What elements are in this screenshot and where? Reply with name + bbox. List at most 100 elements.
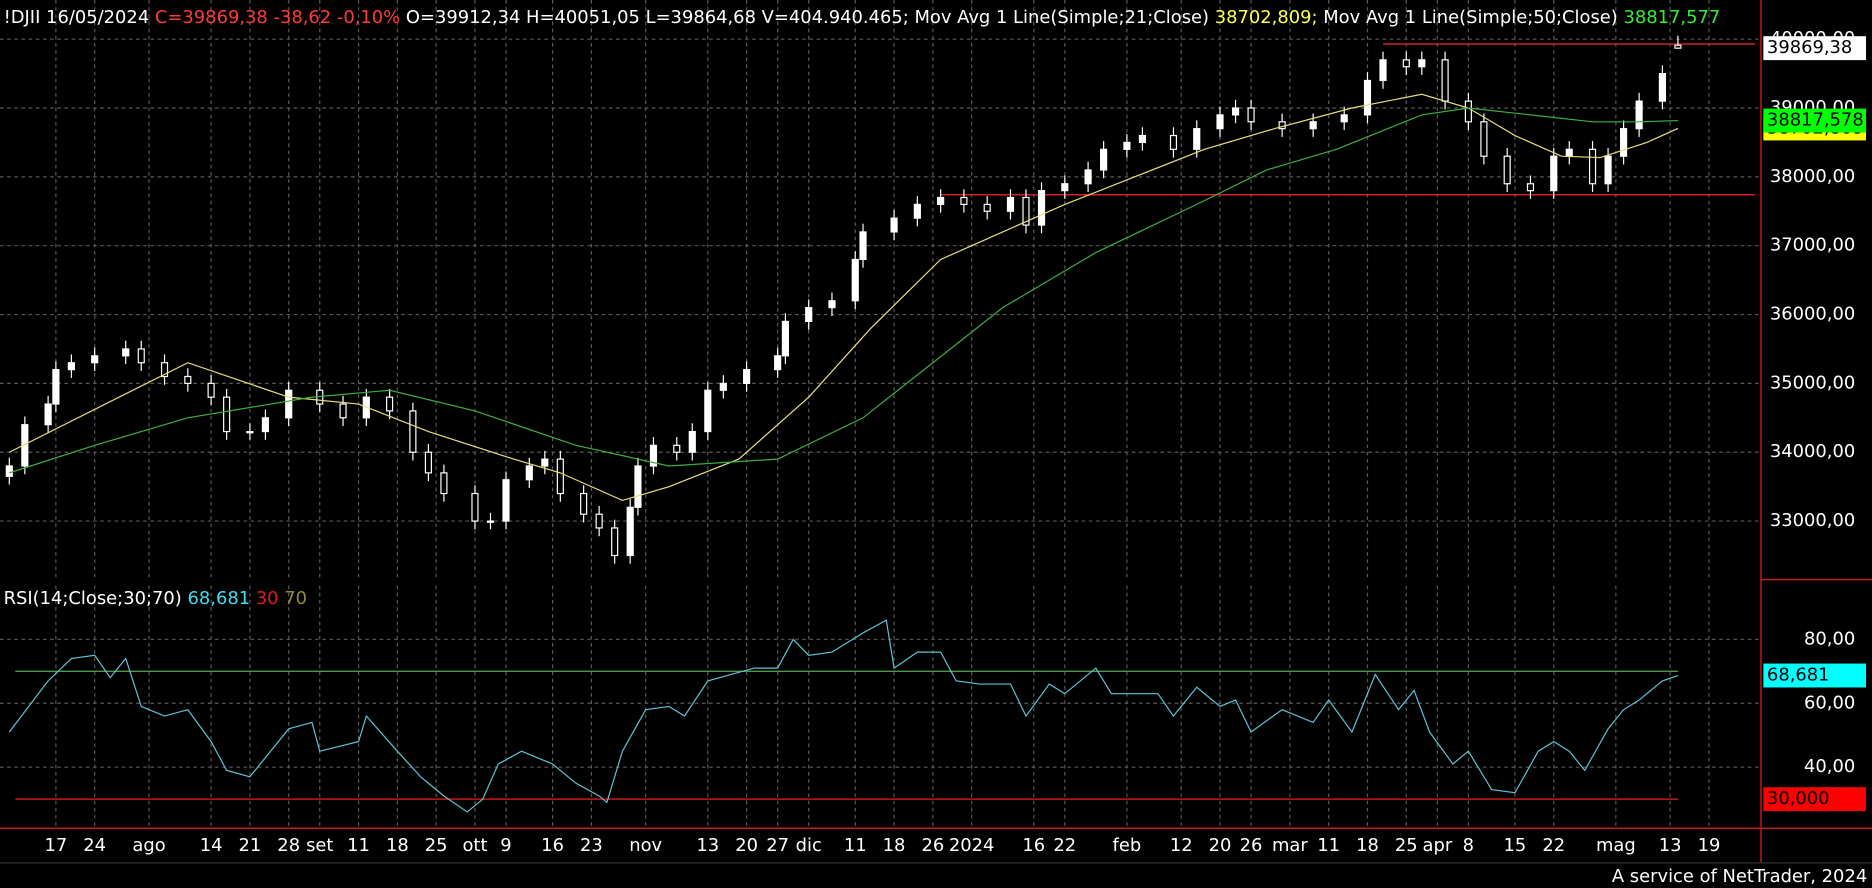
- x-tick-label: 25: [425, 835, 448, 856]
- candle-body: [1037, 190, 1046, 226]
- candle-body: [1061, 183, 1069, 192]
- candle-body: [1123, 141, 1131, 150]
- x-tick-label: mar: [1272, 835, 1308, 856]
- candle-body: [704, 389, 712, 433]
- x-tick-label: apr: [1422, 835, 1452, 856]
- x-tick-label: 18: [1356, 835, 1379, 856]
- candle-body: [5, 465, 13, 477]
- x-tick-label: 26: [921, 835, 944, 856]
- x-tick-label: 9: [500, 835, 511, 856]
- candle-body: [1169, 134, 1178, 150]
- x-tick-label: ago: [132, 835, 165, 856]
- x-tick-label: 11: [844, 835, 867, 856]
- candle-body: [52, 369, 60, 405]
- candle-body: [937, 196, 945, 205]
- candle-body: [1138, 134, 1146, 144]
- y-tick-label: 60,00: [1804, 692, 1855, 713]
- candle-body: [1100, 148, 1108, 171]
- candle-body: [339, 403, 347, 419]
- header-item: !DJII 16/05/2024: [4, 7, 150, 28]
- candle-body: [424, 451, 432, 474]
- x-tick-label: 18: [386, 835, 409, 856]
- candle-body: [1418, 59, 1426, 68]
- x-tick-label: 13: [1659, 835, 1682, 856]
- value-badge-label: 68,681: [1767, 665, 1830, 686]
- candle-body: [673, 444, 681, 453]
- chart-header: !DJII 16/05/2024 C=39869,38 -38,62 -0,10…: [4, 7, 1721, 28]
- value-badge: [1763, 108, 1867, 133]
- x-tick-label: set: [306, 835, 333, 856]
- rsi-level-label: 70: [284, 588, 307, 609]
- candle-body: [774, 355, 782, 371]
- x-tick-label: mag: [1596, 835, 1636, 856]
- candle-body: [137, 348, 145, 364]
- footer: A service of NetTrader, 2024: [1612, 866, 1867, 887]
- candle-body: [1084, 169, 1092, 185]
- x-tick-label: ott: [462, 835, 487, 856]
- candle-body: [719, 382, 727, 391]
- y-tick-label: 38000,00: [1770, 166, 1855, 187]
- candle-body: [1526, 183, 1535, 192]
- legend-name: Mov Avg 1 Line(Simple;21;Close): [914, 7, 1209, 28]
- moving-average-line: [9, 107, 1678, 474]
- legend-name: Mov Avg 1 Line(Simple;50;Close): [1323, 7, 1618, 28]
- x-tick-label: 13: [696, 835, 719, 856]
- x-tick-label: 18: [883, 835, 906, 856]
- candle-body: [207, 382, 215, 398]
- candle-body: [1565, 148, 1573, 157]
- candle-body: [386, 396, 394, 412]
- x-tick-label: 19: [1698, 835, 1721, 856]
- y-tick-label: 33000,00: [1770, 510, 1855, 531]
- candle-body: [1620, 128, 1628, 157]
- x-tick-label: 25: [1395, 835, 1418, 856]
- x-tick-label: 12: [1170, 835, 1193, 856]
- moving-average-line: [9, 93, 1679, 502]
- candle-body: [1588, 148, 1597, 185]
- legend-value: 38817,577: [1623, 7, 1720, 28]
- candle-body: [595, 513, 603, 529]
- candle-body: [960, 196, 968, 205]
- candle-body: [160, 362, 169, 378]
- candle-body: [743, 369, 751, 384]
- x-tick-label: 16: [541, 835, 564, 856]
- candle-body: [1441, 59, 1449, 102]
- candle-body: [1464, 100, 1472, 123]
- candle-body: [626, 506, 634, 557]
- candle-body: [184, 375, 192, 384]
- candle-body: [634, 465, 642, 508]
- value-badge: [1763, 787, 1867, 812]
- candle-body: [688, 430, 696, 453]
- candle-body: [502, 479, 510, 522]
- x-tick-label: 20: [735, 835, 758, 856]
- rsi-value: 68,681: [187, 588, 250, 609]
- value-badge-label: 38817,578: [1767, 110, 1864, 131]
- candle-body: [1550, 155, 1558, 192]
- x-tick-label: feb: [1113, 835, 1142, 856]
- candle-body: [1193, 128, 1201, 150]
- candle-body: [781, 320, 789, 357]
- x-tick-label: 27: [766, 835, 789, 856]
- x-tick-label: 23: [580, 835, 603, 856]
- candle-body: [649, 444, 658, 467]
- rsi-header: RSI(14;Close;30;70) 68,681 30 70: [4, 588, 307, 609]
- candle-body: [1402, 59, 1410, 68]
- x-tick-label: 11: [1317, 835, 1340, 856]
- candle-body: [1340, 114, 1348, 123]
- legend-value: 38702,809;: [1215, 7, 1318, 28]
- y-tick-label: 36000,00: [1770, 304, 1855, 325]
- x-tick-label: 8: [1463, 835, 1474, 856]
- rsi-line: [8, 619, 1679, 813]
- rsi-name: RSI(14;Close;30;70): [4, 588, 182, 609]
- value-badge-label: 39869,38: [1767, 37, 1852, 58]
- candle-body: [1658, 72, 1666, 102]
- candle-body: [805, 307, 813, 323]
- value-badge: [1763, 36, 1867, 61]
- candle-body: [1379, 59, 1387, 82]
- candle-body: [44, 403, 52, 426]
- candle-body: [1006, 196, 1015, 212]
- x-tick-label: 17: [44, 835, 67, 856]
- candle-body: [556, 458, 564, 495]
- y-tick-label: 34000,00: [1770, 441, 1855, 462]
- candle-body: [1231, 107, 1240, 116]
- y-tick-label: 37000,00: [1770, 235, 1855, 256]
